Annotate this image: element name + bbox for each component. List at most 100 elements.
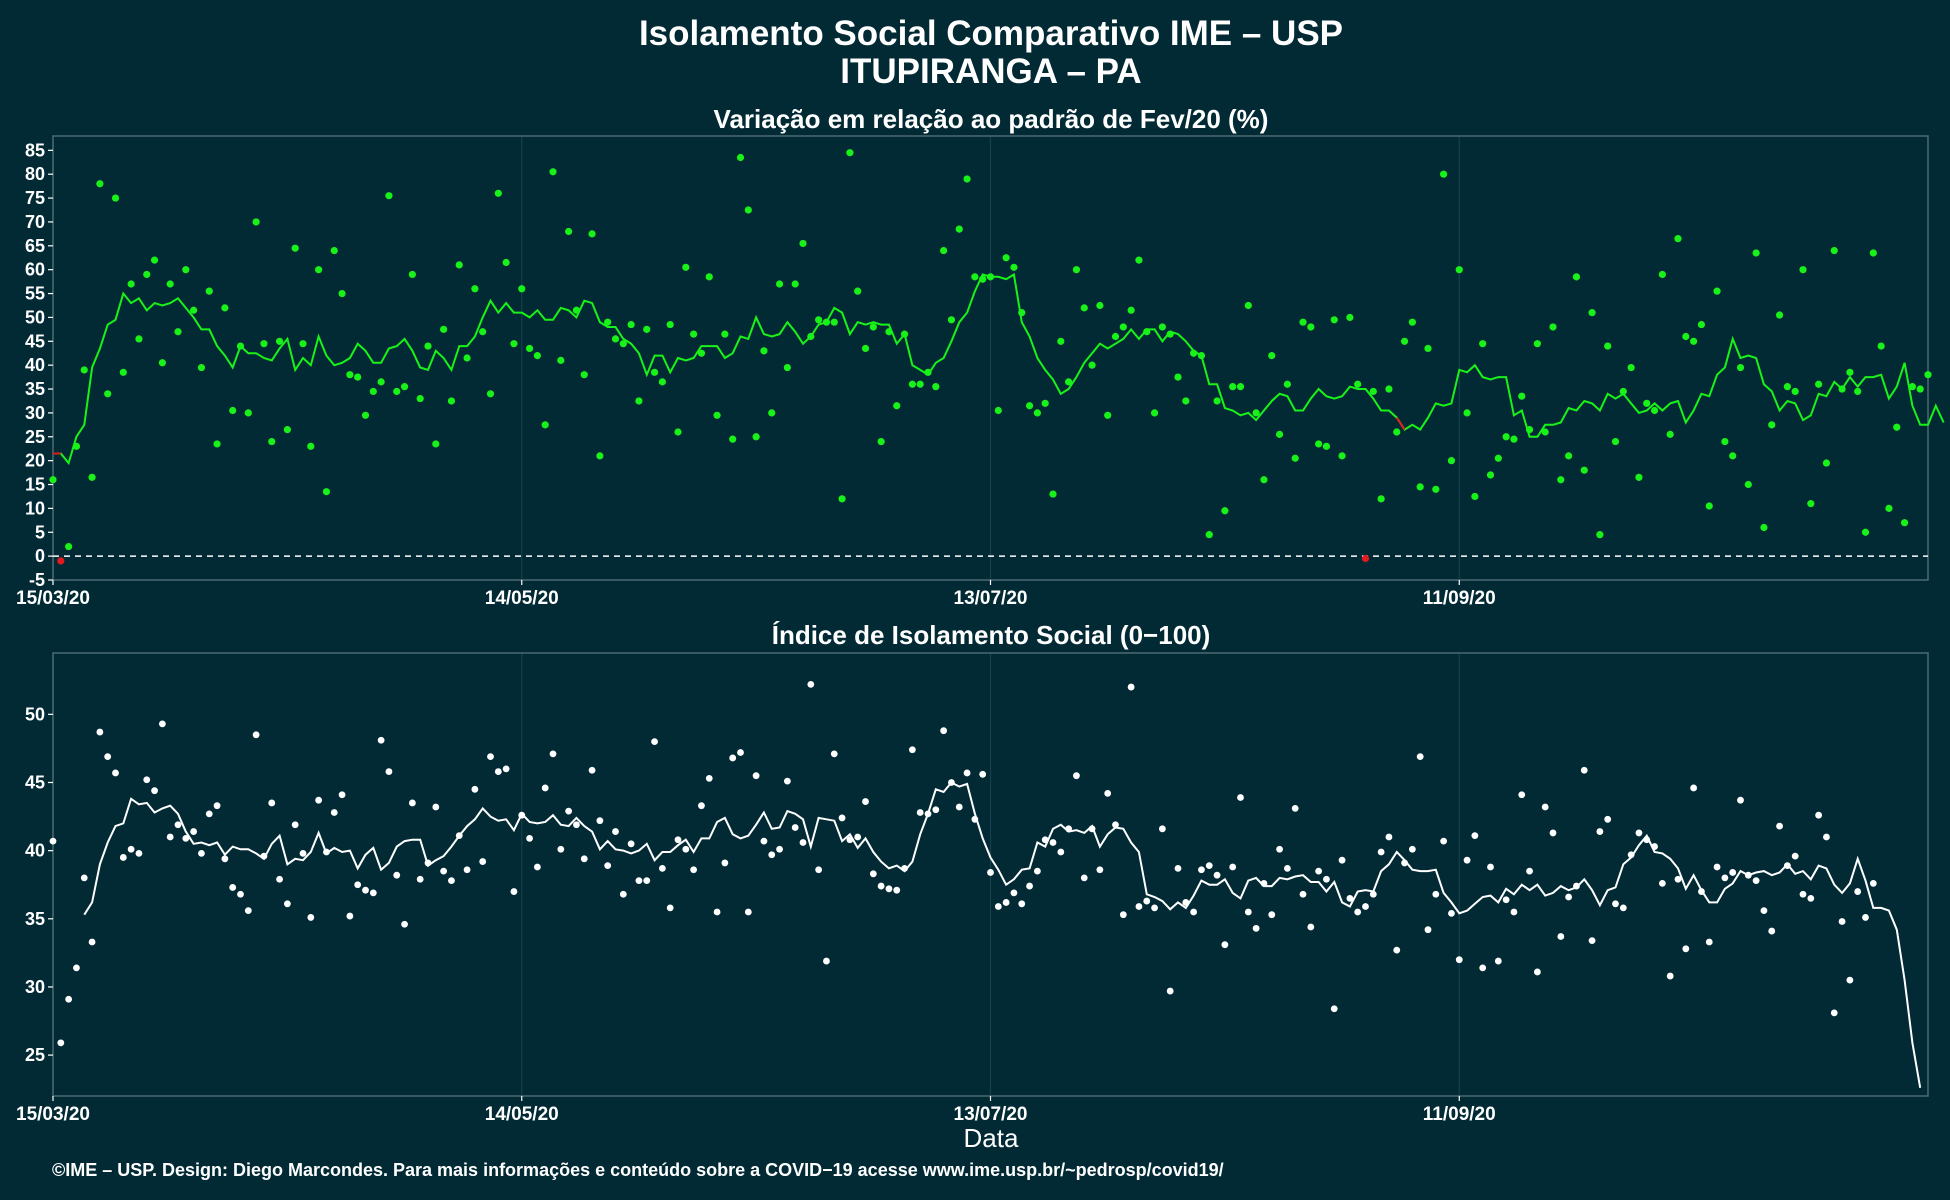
- data-point: [119, 854, 127, 861]
- y-tick-label: 55: [25, 284, 45, 304]
- data-point: [166, 280, 174, 288]
- data-point: [393, 871, 401, 879]
- data-point: [1463, 856, 1471, 864]
- data-point: [1783, 862, 1791, 870]
- data-point: [1690, 784, 1698, 792]
- isolation-index-panel: 25 30 35 40 45 50 15/03/20 14/05/20 13/07/20 11/0…: [16, 652, 1929, 1125]
- data-point: [721, 330, 729, 338]
- data-point: [893, 886, 901, 894]
- data-point: [1408, 845, 1416, 853]
- data-point: [1580, 466, 1588, 474]
- y-tick-label: 70: [25, 212, 45, 232]
- data-point: [1635, 829, 1643, 837]
- data-point: [205, 810, 213, 818]
- data-point: [697, 349, 706, 357]
- data-point: [596, 817, 604, 825]
- data-point: [916, 380, 924, 388]
- data-point: [1705, 502, 1713, 510]
- data-point: [1424, 926, 1432, 934]
- data-point: [1510, 908, 1518, 916]
- data-point: [127, 280, 135, 288]
- data-point: [955, 803, 963, 811]
- data-point: [1197, 352, 1206, 360]
- data-point: [1096, 866, 1104, 874]
- data-point: [1377, 848, 1385, 856]
- data-point: [244, 409, 252, 417]
- data-point: [854, 833, 862, 841]
- data-point: [276, 875, 283, 883]
- y-tick-label: 45: [25, 772, 45, 792]
- data-point: [1612, 900, 1619, 908]
- x-tick-label: 14/05/20: [485, 1104, 559, 1125]
- data-point: [1150, 409, 1159, 417]
- data-point: [1119, 911, 1127, 919]
- data-point: [299, 849, 307, 857]
- data-point: [900, 330, 909, 338]
- data-point: [721, 859, 729, 867]
- data-point: [1830, 246, 1838, 255]
- data-point: [1549, 829, 1557, 837]
- data-point: [705, 775, 713, 782]
- data-point: [869, 870, 877, 878]
- y-tick-label: 10: [25, 498, 45, 518]
- data-point: [1416, 483, 1424, 491]
- data-point: [1299, 890, 1307, 898]
- data-point: [1799, 266, 1807, 274]
- data-point: [1643, 399, 1651, 407]
- panel1-title: Variação em relação ao padrão de Fev/20 …: [714, 104, 1269, 134]
- data-point: [1736, 363, 1745, 372]
- data-point: [1783, 383, 1791, 391]
- data-point: [1463, 409, 1471, 417]
- data-point: [901, 864, 908, 872]
- data-point: [1025, 402, 1034, 410]
- data-point: [1182, 899, 1190, 906]
- data-point: [651, 738, 658, 745]
- data-point: [361, 411, 370, 419]
- data-point: [596, 452, 604, 460]
- data-point: [822, 318, 831, 326]
- data-point: [1760, 523, 1768, 532]
- data-point: [104, 753, 112, 760]
- data-point: [1323, 875, 1330, 883]
- data-point: [1479, 964, 1487, 972]
- data-point: [1744, 871, 1752, 879]
- data-point: [1690, 337, 1698, 345]
- data-point: [96, 180, 104, 188]
- data-point: [307, 914, 315, 921]
- data-point: [510, 888, 518, 895]
- data-point: [658, 378, 666, 386]
- data-point: [1666, 972, 1674, 980]
- data-point: [1275, 430, 1284, 438]
- data-point: [1018, 900, 1026, 908]
- data-point: [1822, 459, 1831, 467]
- data-point: [1721, 874, 1729, 882]
- data-point: [1862, 914, 1869, 921]
- data-point: [1174, 864, 1182, 872]
- data-point: [1096, 301, 1104, 310]
- data-point: [174, 821, 182, 829]
- data-point: [736, 153, 745, 162]
- data-point: [627, 320, 635, 329]
- data-point: [494, 189, 502, 197]
- data-point: [1065, 825, 1073, 833]
- data-point: [127, 845, 135, 853]
- y-tick-label: 50: [25, 307, 45, 327]
- data-point: [252, 731, 260, 739]
- data-point: [643, 325, 651, 333]
- data-point: [1815, 380, 1823, 388]
- data-point: [1073, 772, 1080, 780]
- data-point: [635, 397, 643, 405]
- data-point: [1838, 385, 1846, 393]
- data-point: [1713, 863, 1721, 871]
- data-point: [1229, 383, 1237, 391]
- data-point: [783, 363, 791, 372]
- data-point: [158, 359, 166, 367]
- y-tick-label: 40: [25, 355, 45, 375]
- data-point: [1315, 440, 1323, 448]
- data-point: [1416, 753, 1424, 760]
- y-tick-label: 25: [25, 427, 45, 447]
- data-point: [1268, 911, 1276, 919]
- data-point: [408, 799, 416, 807]
- data-point: [549, 168, 557, 176]
